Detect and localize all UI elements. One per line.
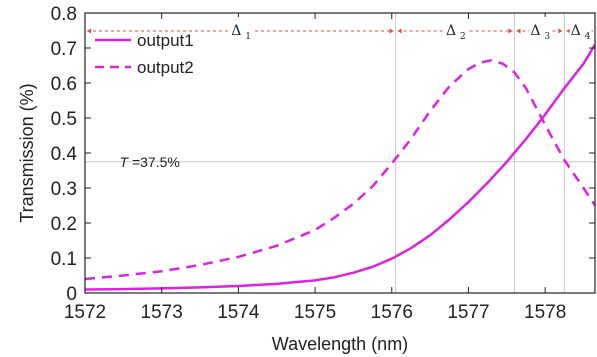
delta-label-subscript: 2 (460, 32, 466, 42)
delta-arrowhead (566, 28, 571, 34)
threshold-label: T =37.5% (120, 154, 180, 170)
series-lines (84, 43, 597, 291)
y-axis-title: Transmission (%) (17, 83, 37, 222)
x-tick-label: 1575 (294, 302, 336, 323)
axis-ticks: 1572 1573 1574 1575 1576 1577 1578 0 0.1 0.2 0.3 0.… (51, 4, 595, 323)
delta-label-bg (445, 17, 468, 39)
delta-label-subscript: 4 (585, 32, 591, 42)
delta-arrowhead (87, 28, 91, 34)
x-tick-label: 1573 (141, 302, 183, 323)
legend-label-output1: output1 (137, 31, 194, 50)
delta-label-bg (230, 17, 253, 39)
x-tick-label: 1578 (524, 302, 566, 323)
threshold-label-value: =37.5% (128, 154, 180, 170)
delta-arrowhead (558, 28, 563, 34)
delta-arrowhead (516, 28, 521, 34)
delta-label: Δ (446, 23, 456, 39)
delta-label-bg (529, 17, 552, 39)
delta-arrowhead (397, 28, 402, 34)
x-tick-label: 1577 (447, 302, 489, 323)
x-tick-label: 1572 (64, 302, 106, 323)
y-tick-label: 0.7 (51, 39, 77, 60)
y-tick-label: 0.8 (51, 4, 77, 25)
y-tick-label: 0.5 (51, 109, 77, 130)
x-tick-label: 1574 (217, 302, 260, 323)
y-tick-label: 0.3 (51, 179, 77, 200)
y-tick-label: 0.6 (51, 74, 77, 95)
x-axis-title: Wavelength (nm) (272, 334, 408, 354)
y-tick-label: 0.1 (51, 249, 77, 270)
y-tick-label: 0 (66, 284, 77, 305)
delta-label: Δ (231, 23, 241, 39)
delta-label-bg (569, 17, 592, 39)
delta-label: Δ (530, 23, 540, 39)
delta-label: Δ (571, 23, 581, 39)
x-tick-label: 1576 (371, 302, 413, 323)
y-tick-label: 0.4 (51, 144, 78, 165)
delta-label-subscript: 1 (245, 32, 251, 42)
y-tick-label: 0.2 (51, 214, 77, 235)
legend: output1 output2 (95, 31, 194, 77)
series-line-output1 (84, 43, 597, 291)
delta-arrowhead (389, 28, 394, 34)
delta-arrowhead (508, 28, 513, 34)
threshold-label-symbol: T (120, 154, 130, 170)
legend-label-output2: output2 (137, 58, 194, 77)
delta-label-subscript: 3 (544, 32, 550, 42)
